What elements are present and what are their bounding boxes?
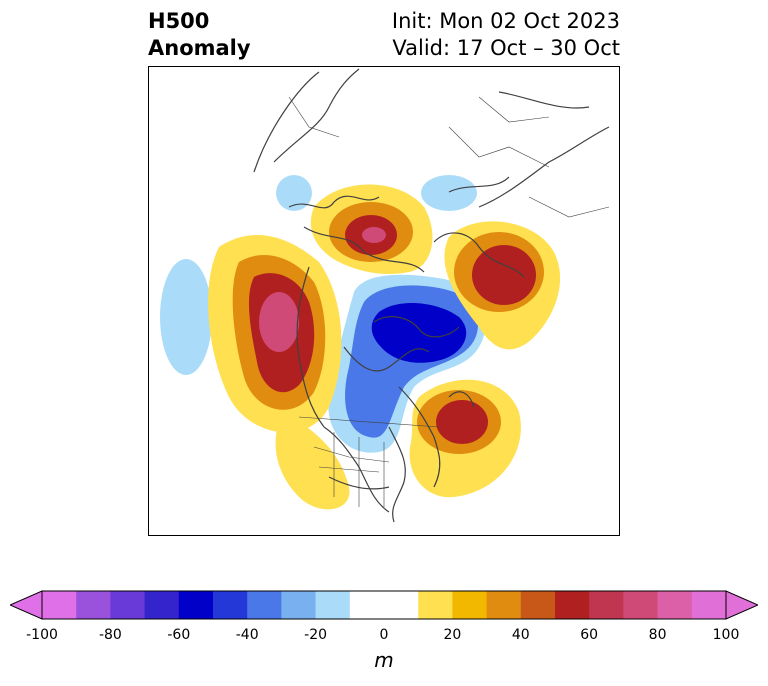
pos-anomaly-arctic-magenta xyxy=(362,227,386,243)
colorbar-segment xyxy=(42,591,77,619)
colorbar-tick-label: 20 xyxy=(443,627,462,643)
colorbar-segment xyxy=(520,591,556,619)
anomaly-map xyxy=(148,66,620,536)
colorbar-segment xyxy=(418,591,453,619)
colorbar-tick-label: -40 xyxy=(235,627,259,643)
colorbar-outline xyxy=(41,590,727,620)
colorbar-segment xyxy=(589,591,624,619)
negative-anomaly-fill xyxy=(160,175,486,453)
colorbar-segment xyxy=(657,591,693,619)
init-date: Init: Mon 02 Oct 2023 xyxy=(391,9,620,33)
anomaly-map-svg xyxy=(160,68,610,523)
political-borders xyxy=(288,96,610,507)
colorbar-segment xyxy=(384,591,419,619)
pos-anomaly-scandinavia-red xyxy=(472,245,536,305)
title-line-2: Anomaly xyxy=(148,36,251,60)
colorbar-segment xyxy=(486,591,522,619)
map-title-variable: H500 Anomaly xyxy=(148,8,251,62)
colorbar-segment xyxy=(213,591,248,619)
colorbar-segment xyxy=(691,591,727,619)
pos-anomaly-atlantic-red xyxy=(436,400,488,444)
neg-anomaly-pacific xyxy=(160,259,212,375)
neg-anomaly-canada-dark xyxy=(371,302,467,363)
neg-anomaly-alaska xyxy=(276,175,312,211)
coastlines xyxy=(253,68,610,523)
colorbar-segment xyxy=(452,591,488,619)
colorbar-tick-label: -80 xyxy=(98,627,122,643)
colorbar-segment xyxy=(555,591,590,619)
colorbar-tick-label: 60 xyxy=(580,627,599,643)
pos-anomaly-southwest-yellow xyxy=(275,412,350,510)
colorbar-segment xyxy=(247,591,282,619)
colorbar-tick-label: 80 xyxy=(648,627,667,643)
colorbar xyxy=(10,590,758,620)
colorbar-segment xyxy=(281,591,317,619)
colorbar-segment xyxy=(315,591,351,619)
neg-anomaly-siberia xyxy=(421,175,477,211)
colorbar-extend-right xyxy=(725,590,758,620)
title-line-1: H500 xyxy=(148,9,210,33)
colorbar-extend-left xyxy=(10,590,43,620)
colorbar-segment xyxy=(76,591,111,619)
map-title-dates: Init: Mon 02 Oct 2023 Valid: 17 Oct – 30… xyxy=(392,8,620,62)
colorbar-tick-label: 100 xyxy=(712,627,740,643)
colorbar-unit-label: m xyxy=(374,648,394,672)
colorbar-tick-label: -60 xyxy=(167,627,191,643)
colorbar-tick-label: 0 xyxy=(379,627,389,643)
colorbar-tick-label: -100 xyxy=(26,627,58,643)
colorbar-segment xyxy=(110,591,146,619)
colorbar-tick-label: -20 xyxy=(304,627,328,643)
colorbar-segment xyxy=(349,591,385,619)
colorbar-segment xyxy=(144,591,180,619)
valid-range: Valid: 17 Oct – 30 Oct xyxy=(392,36,620,60)
colorbar-segment xyxy=(178,591,214,619)
colorbar-tick-label: 40 xyxy=(511,627,530,643)
colorbar-segment xyxy=(623,591,659,619)
colorbar-segments xyxy=(42,591,727,619)
pos-anomaly-gulf-alaska-magenta xyxy=(259,292,299,352)
